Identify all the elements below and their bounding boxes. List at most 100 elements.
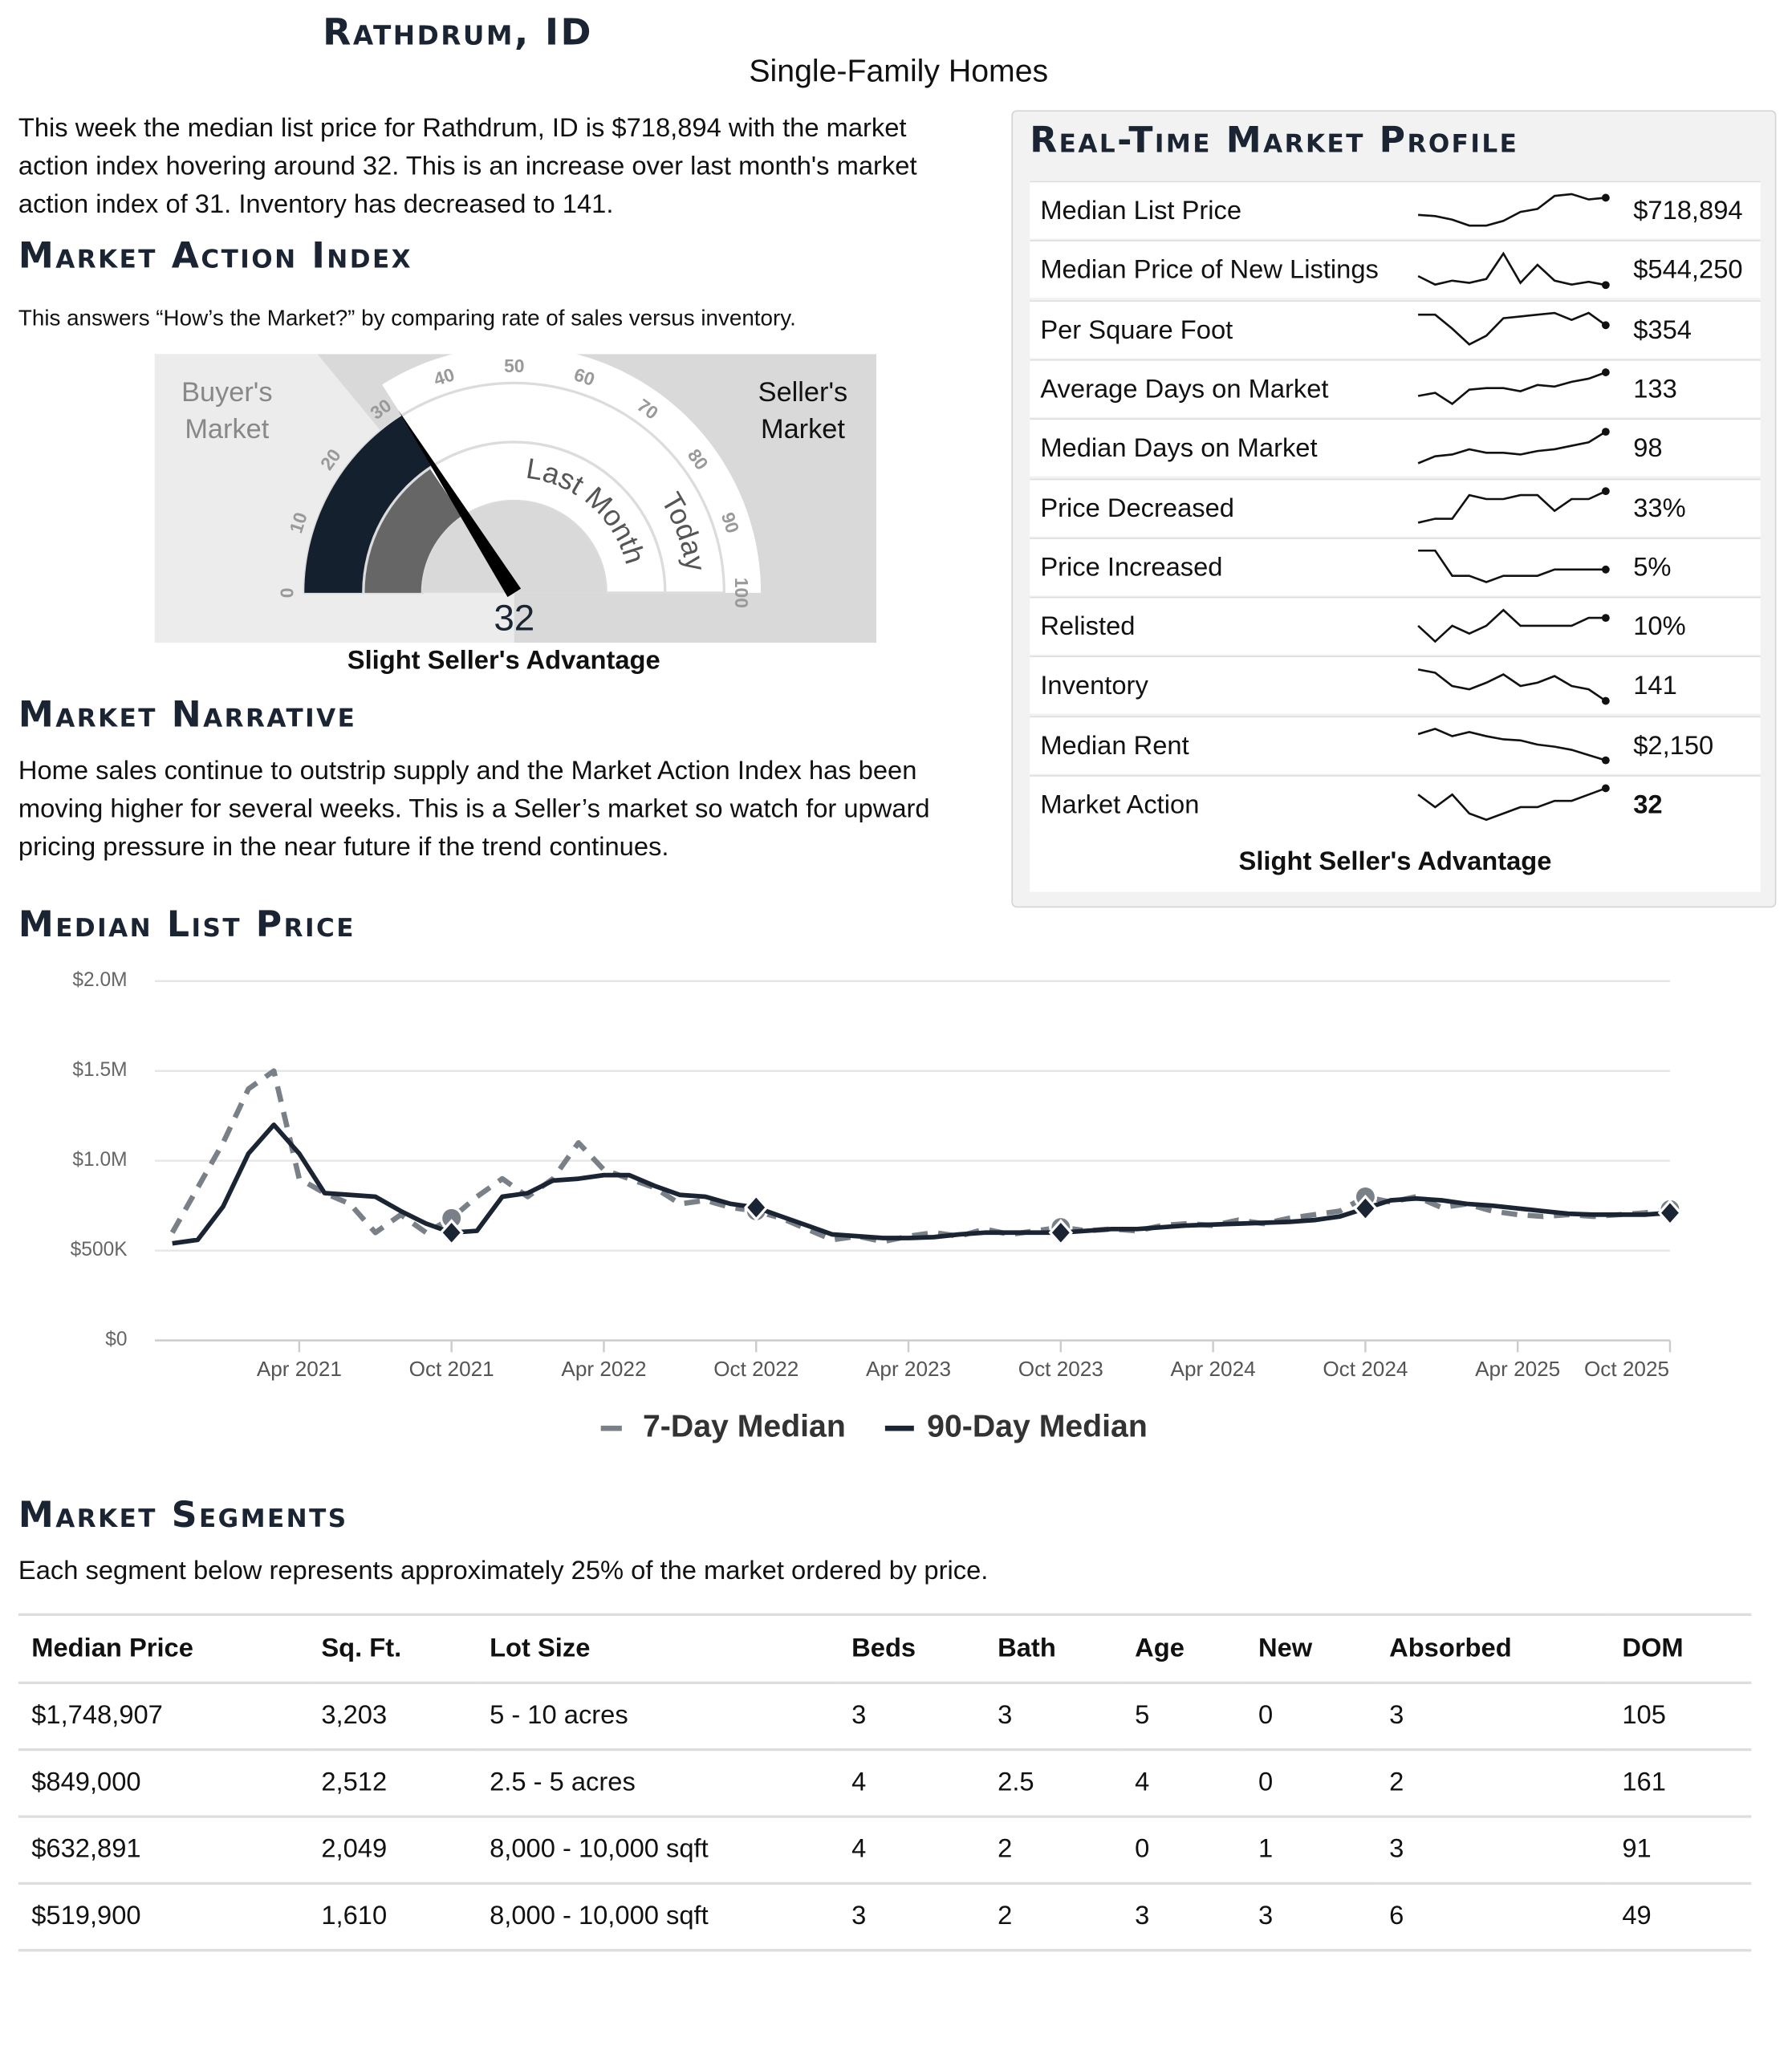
column-header: Age [1121, 1613, 1245, 1684]
table-cell: 1 [1245, 1817, 1376, 1886]
profile-value: 10% [1633, 612, 1686, 642]
table-cell: 0 [1121, 1817, 1245, 1886]
profile-status: Slight Seller's Advantage [1238, 847, 1552, 876]
column-header: Sq. Ft. [307, 1613, 477, 1684]
table-row: $632,891 2,049 8,000 - 10,000 sqft 4 2 0 1 3 91 [18, 1817, 1752, 1886]
profile-row: Median Price of New Listings $544,250 [1030, 240, 1761, 298]
sellers-dial [382, 346, 762, 593]
table-cell: $519,900 [18, 1883, 308, 1952]
gauge-value: 32 [494, 597, 534, 638]
y-tick-label: $500K [71, 1239, 128, 1260]
profile-label: Relisted [1040, 612, 1136, 642]
table-cell: 4 [838, 1749, 985, 1818]
table-cell: 4 [1121, 1749, 1245, 1818]
table-cell: 2 [1375, 1749, 1609, 1818]
profile-value: $718,894 [1633, 197, 1743, 226]
profile-row: Market Action 32 [1030, 775, 1761, 834]
profile-value: 5% [1633, 553, 1672, 583]
table-cell: 2.5 - 5 acres [476, 1749, 839, 1818]
table-cell: 5 - 10 acres [476, 1683, 839, 1752]
x-tick-label: Apr 2025 [1475, 1357, 1560, 1381]
x-tick-label: Oct 2021 [409, 1357, 494, 1381]
table-cell: 0 [1245, 1749, 1376, 1818]
profile-value: 98 [1633, 434, 1663, 464]
table-header: Median Price Sq. Ft. Lot Size Beds Bath Age Ne… [18, 1613, 1752, 1684]
table-cell: 2 [984, 1817, 1122, 1886]
profile-row: Median Rent $2,150 [1030, 716, 1761, 773]
table-cell: 3 [1375, 1683, 1609, 1752]
profile-label: Price Decreased [1040, 493, 1234, 523]
profile-status-row [1030, 829, 1761, 892]
profile-label: Price Increased [1040, 553, 1223, 583]
section-title: Market Narrative [18, 695, 357, 737]
table-cell: 2,512 [307, 1749, 477, 1818]
profile-row: Inventory 141 [1030, 656, 1761, 714]
point-marker [744, 1199, 768, 1224]
table-row: $519,900 1,610 8,000 - 10,000 sqft 3 2 3 3 6 49 [18, 1883, 1752, 1952]
gauge-tick-label: 70 [633, 395, 662, 424]
table-cell: 49 [1608, 1883, 1752, 1952]
page-title: Rathdrum, ID [323, 10, 593, 55]
profile-label: Inventory [1040, 672, 1148, 701]
table-cell: 3 [1121, 1883, 1245, 1952]
gauge-tick-label: 60 [571, 363, 597, 390]
sellers-label: Seller's Market [758, 377, 848, 445]
table-cell: $1,748,907 [18, 1683, 308, 1752]
legend-label: 7-Day Median [643, 1409, 846, 1444]
gauge-needle [398, 410, 522, 598]
table-cell: 2.5 [984, 1749, 1122, 1818]
table-cell: $632,891 [18, 1817, 308, 1886]
profile-label: Per Square Foot [1040, 315, 1233, 345]
profile-value: 33% [1633, 493, 1686, 523]
point-marker [1049, 1215, 1073, 1240]
gauge-tick-label: 40 [431, 363, 457, 390]
table-cell: 2,049 [307, 1817, 477, 1886]
table-cell: 3,203 [307, 1683, 477, 1752]
profile-label: Median Rent [1040, 731, 1189, 761]
table-cell: $849,000 [18, 1749, 308, 1818]
intro-text: This week the median list price for Rath… [18, 114, 917, 219]
profile-label: Average Days on Market [1040, 375, 1329, 404]
table-cell: 3 [838, 1683, 985, 1752]
x-tick-label: Apr 2024 [1171, 1357, 1256, 1381]
column-header: Lot Size [476, 1613, 839, 1684]
table-body: $1,748,907 3,203 5 - 10 acres 3 3 5 0 3 105 $849,… [18, 1683, 1752, 1952]
profile-row: Price Decreased 33% [1030, 477, 1761, 536]
point-marker [1657, 1199, 1683, 1227]
profile-value: $544,250 [1633, 256, 1743, 286]
x-tick-label: Oct 2022 [713, 1357, 798, 1381]
gauge-tick-label: 90 [717, 509, 744, 535]
table-cell: 1,610 [307, 1883, 477, 1952]
today-label-text: Today [655, 487, 713, 574]
today-arc [304, 416, 433, 593]
section-title: Market Segments [18, 1495, 348, 1536]
profile-label: Median Days on Market [1040, 434, 1318, 464]
x-tick-label: Apr 2021 [257, 1357, 342, 1381]
point-marker [1658, 1197, 1682, 1221]
section-description: This answers “How’s the Market?” by comp… [18, 305, 796, 331]
profile-row: Price Increased 5% [1030, 537, 1761, 595]
x-tick-label: Apr 2022 [561, 1357, 646, 1381]
table-row: $1,748,907 3,203 5 - 10 acres 3 3 5 0 3 105 [18, 1683, 1752, 1752]
profile-value: $2,150 [1633, 731, 1714, 761]
point-marker [439, 1219, 464, 1247]
table-cell: 8,000 - 10,000 sqft [476, 1817, 839, 1886]
legend-label: 90-Day Median [927, 1409, 1148, 1444]
last-month-arc [364, 469, 462, 593]
gauge-tick-label: 10 [285, 509, 311, 535]
section-description: Each segment below represents approximat… [18, 1557, 989, 1586]
today-ring [303, 381, 725, 595]
table-cell: 3 [1245, 1883, 1376, 1952]
gauge-tick-label: 0 [277, 588, 298, 599]
column-header: DOM [1608, 1613, 1752, 1684]
gauge-tick-label: 80 [684, 445, 713, 474]
x-tick-label: Apr 2023 [866, 1357, 951, 1381]
table-cell: 105 [1608, 1683, 1752, 1752]
gauge-tick-label: 30 [366, 395, 395, 424]
table-row: $849,000 2,512 2.5 - 5 acres 4 2.5 4 0 2 161 [18, 1749, 1752, 1818]
y-tick-label: $2.0M [72, 969, 127, 991]
last-month-label: Last Month [524, 452, 652, 568]
column-header: Bath [984, 1613, 1122, 1684]
